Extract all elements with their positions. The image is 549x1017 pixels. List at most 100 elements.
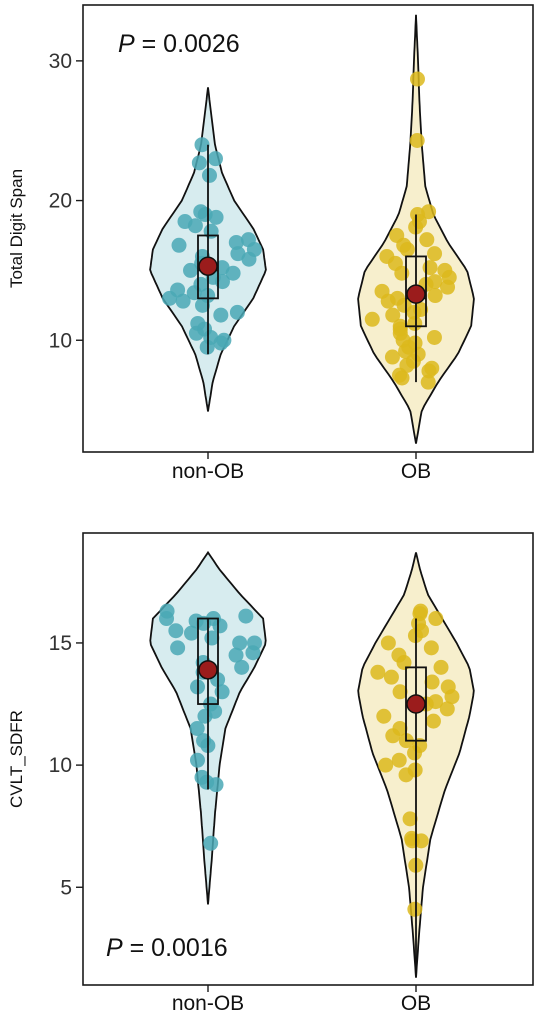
p-value-annotation: P = 0.0016 [106, 934, 228, 962]
data-point [433, 659, 449, 675]
data-point [187, 218, 203, 234]
y-tick-label: 20 [49, 190, 72, 213]
data-point [425, 713, 441, 729]
data-point [364, 311, 380, 327]
data-point [170, 640, 186, 656]
data-point [212, 618, 228, 634]
data-point [427, 288, 443, 304]
data-point [238, 608, 254, 624]
data-point [228, 234, 244, 250]
data-point [208, 777, 224, 793]
data-point [162, 290, 178, 306]
data-point [385, 728, 401, 744]
mean-marker [406, 694, 426, 714]
data-point [392, 684, 408, 700]
p-value: = 0.0026 [135, 30, 240, 58]
y-axis-label: Total Digit Span [7, 169, 26, 288]
data-point [424, 674, 440, 690]
mean-marker [198, 660, 218, 680]
violin-group-non-ob [149, 550, 267, 905]
data-point [191, 155, 207, 171]
data-point [370, 664, 386, 680]
data-point [225, 265, 241, 281]
mean-marker [198, 256, 218, 276]
data-point [409, 132, 425, 148]
data-point [208, 209, 224, 225]
data-point [213, 307, 229, 323]
y-axis-label: CVLT_SDFR [7, 710, 26, 808]
data-point [201, 167, 217, 183]
data-point [175, 293, 191, 309]
data-point [439, 701, 455, 717]
data-point [203, 835, 219, 851]
panel-total-digit-span: 10 20 30 Total Digit Span non-OB OB P = 0.0026 [7, 4, 534, 483]
data-point [396, 654, 412, 670]
x-tick-label: OB [401, 460, 431, 483]
data-point [241, 251, 257, 267]
data-point [183, 625, 199, 641]
data-point [427, 246, 443, 262]
p-value-annotation: P = 0.0026 [118, 30, 240, 58]
box [197, 234, 219, 300]
data-point [384, 349, 400, 365]
data-point [398, 767, 414, 783]
data-point [376, 708, 392, 724]
data-point [188, 325, 204, 341]
data-point [406, 304, 422, 320]
data-point [426, 329, 442, 345]
y-tick-label: 10 [49, 754, 72, 777]
data-point [232, 635, 248, 651]
data-point [189, 720, 205, 736]
y-tick-label: 10 [49, 329, 72, 352]
data-point [171, 237, 187, 253]
data-point [214, 684, 230, 700]
data-point [422, 260, 438, 276]
violin-group-ob [357, 552, 475, 978]
panel-cvlt-sdfr: 5 10 15 CVLT_SDFR non-OB OB P = 0.0016 [7, 532, 534, 1015]
data-point [380, 635, 396, 651]
mean-marker [406, 284, 426, 304]
data-point [385, 307, 401, 323]
data-point [207, 151, 223, 167]
data-point [423, 640, 439, 656]
y-tick-label: 15 [49, 632, 72, 655]
box [197, 617, 219, 705]
data-point [213, 335, 229, 351]
data-point [229, 304, 245, 320]
p-symbol: P [118, 30, 135, 58]
data-point [203, 223, 219, 239]
data-point [228, 647, 244, 663]
violin-group-non-ob [149, 87, 267, 412]
data-point [168, 623, 184, 639]
data-point [440, 279, 456, 295]
data-point [421, 363, 437, 379]
x-tick-label: OB [401, 992, 431, 1015]
data-point [444, 689, 460, 705]
data-point [407, 901, 423, 917]
violin-group-ob [357, 14, 475, 444]
data-point [428, 611, 444, 627]
y-tick-label: 30 [49, 50, 72, 73]
data-point [419, 232, 435, 248]
data-point [407, 315, 423, 331]
data-point [189, 752, 205, 768]
data-point [420, 374, 436, 390]
data-point [195, 297, 211, 313]
data-point [404, 833, 420, 849]
data-point [391, 752, 407, 768]
data-point [383, 669, 399, 685]
data-point [407, 745, 423, 761]
data-point [402, 811, 418, 827]
data-point [183, 262, 199, 278]
data-point [234, 659, 250, 675]
data-point [380, 293, 396, 309]
data-point [245, 645, 261, 661]
data-point [378, 757, 394, 773]
data-point [230, 246, 246, 262]
plot-frame [82, 532, 534, 986]
plot-frame [82, 4, 534, 453]
data-point [409, 71, 425, 87]
x-tick-label: non-OB [172, 992, 244, 1015]
box [405, 255, 427, 328]
p-symbol: P [106, 934, 123, 962]
